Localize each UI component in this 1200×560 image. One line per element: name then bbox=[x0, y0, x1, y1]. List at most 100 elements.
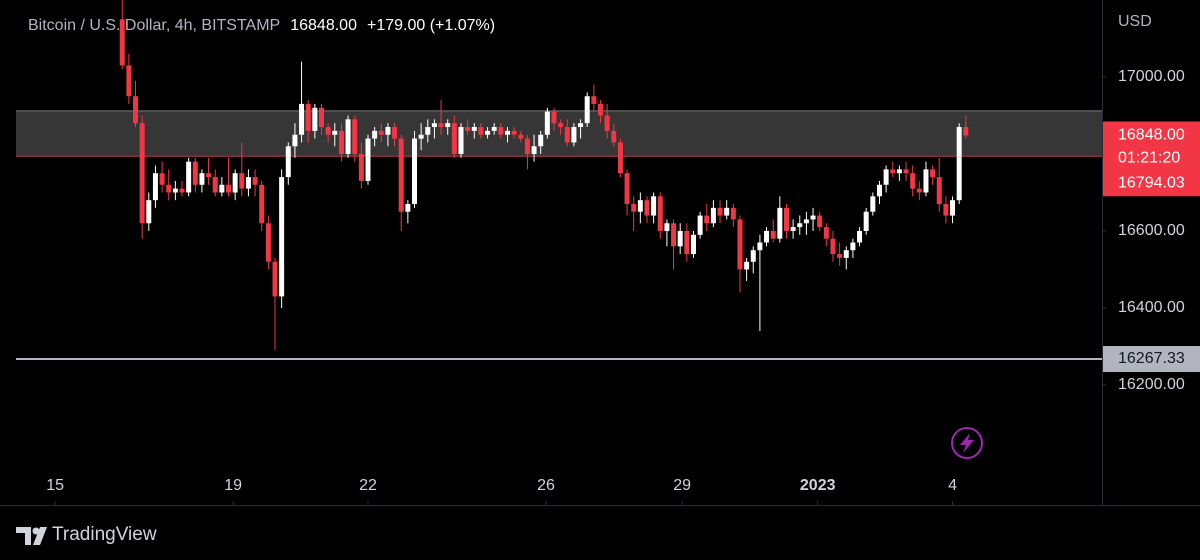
candle-body bbox=[923, 169, 929, 193]
alert-icon[interactable] bbox=[951, 427, 983, 459]
candle-body bbox=[358, 153, 364, 181]
candle-body bbox=[385, 127, 391, 135]
candle-body bbox=[730, 207, 736, 220]
level-label: 16267.33 bbox=[1118, 350, 1185, 367]
candle-body bbox=[219, 184, 225, 193]
candle-body bbox=[597, 103, 603, 116]
candle-body bbox=[564, 127, 570, 143]
candle-body bbox=[963, 127, 969, 136]
candle-body bbox=[245, 177, 251, 189]
candle-body bbox=[810, 215, 816, 220]
logo-dot bbox=[32, 527, 40, 535]
candle-body bbox=[312, 107, 318, 131]
candle-body bbox=[704, 215, 710, 224]
candle-body bbox=[637, 200, 643, 212]
candle-body bbox=[392, 127, 398, 139]
candle-body bbox=[870, 196, 876, 212]
candle-body bbox=[857, 230, 863, 243]
candle-body bbox=[717, 207, 723, 216]
candle-body bbox=[451, 123, 457, 154]
candle-body bbox=[916, 188, 922, 193]
candle-body bbox=[631, 204, 637, 212]
x-tick-label: 19 bbox=[224, 477, 242, 494]
candle-body bbox=[531, 146, 537, 154]
candle-body bbox=[166, 184, 172, 193]
brand-name: TradingView bbox=[52, 524, 157, 545]
header-change: +179.00 (+1.07%) bbox=[367, 17, 495, 34]
candle-body bbox=[690, 234, 696, 255]
candle-body bbox=[465, 127, 471, 131]
candle-body bbox=[710, 207, 716, 224]
alert-bolt[interactable] bbox=[960, 433, 974, 453]
candle-body bbox=[365, 138, 371, 181]
candle-body bbox=[411, 138, 417, 205]
candle-body bbox=[777, 207, 783, 239]
candle-body bbox=[485, 130, 491, 135]
candle-body bbox=[518, 134, 524, 139]
plot-area bbox=[16, 0, 1102, 361]
candle-body bbox=[405, 204, 411, 212]
candle-body bbox=[770, 230, 776, 239]
candle-body bbox=[232, 173, 238, 193]
candle-body bbox=[551, 111, 557, 124]
candle-body bbox=[345, 119, 351, 154]
candle-body bbox=[285, 146, 291, 178]
candle-body bbox=[119, 19, 125, 66]
candle-body bbox=[438, 123, 444, 128]
candle-body bbox=[896, 169, 902, 174]
candle-body bbox=[863, 211, 869, 231]
candle-body bbox=[279, 177, 285, 297]
candle-body bbox=[950, 200, 956, 216]
x-tick-label: 29 bbox=[673, 477, 691, 494]
axes: 16200.00 16400.00 16600.00 17000.00 15 19 22 26… bbox=[46, 68, 1200, 505]
candle-body bbox=[133, 96, 139, 124]
candle-body bbox=[750, 250, 756, 262]
x-tick-label: 22 bbox=[359, 477, 377, 494]
candle-body bbox=[651, 196, 657, 216]
candle-body bbox=[398, 138, 404, 212]
candle-body bbox=[199, 173, 205, 185]
chart-title: Bitcoin / U.S. Dollar, 4h, BITSTAMP bbox=[28, 17, 280, 34]
candle-body bbox=[192, 161, 198, 185]
candle-body bbox=[697, 215, 703, 235]
candle-body bbox=[611, 130, 617, 143]
candle-body bbox=[837, 254, 843, 258]
y-tick-label: 17000.00 bbox=[1118, 68, 1185, 85]
candle-body bbox=[239, 173, 245, 189]
candle-body bbox=[146, 200, 152, 224]
alert-ring[interactable] bbox=[951, 427, 983, 459]
countdown: 01:21:20 bbox=[1118, 150, 1180, 167]
x-tick-label: 26 bbox=[537, 477, 555, 494]
candle-body bbox=[378, 130, 384, 135]
candle-body bbox=[179, 188, 185, 193]
candle-body bbox=[797, 223, 803, 228]
last-price-label: 16848.00 bbox=[1118, 127, 1185, 144]
candle-body bbox=[724, 207, 730, 216]
candle-body bbox=[139, 123, 145, 224]
candle-body bbox=[292, 134, 298, 147]
candle-body bbox=[172, 188, 178, 193]
candle-body bbox=[850, 242, 856, 251]
candle-body bbox=[584, 96, 590, 124]
candle-body bbox=[790, 227, 796, 231]
candle-body bbox=[206, 173, 212, 178]
header-price: 16848.00 bbox=[290, 17, 357, 34]
candle-body bbox=[764, 230, 770, 243]
candle-body bbox=[604, 115, 610, 131]
candle-body bbox=[664, 223, 670, 231]
candle-body bbox=[883, 169, 889, 185]
candle-body bbox=[903, 169, 909, 174]
x-tick-label: 15 bbox=[46, 477, 64, 494]
logo-v bbox=[33, 527, 47, 545]
brand-logo bbox=[16, 527, 47, 545]
candle-body bbox=[226, 184, 232, 193]
candle-body bbox=[657, 196, 663, 231]
candle-body bbox=[930, 169, 936, 178]
candle-body bbox=[671, 223, 677, 247]
candle-body bbox=[578, 123, 584, 128]
candle-body bbox=[352, 119, 358, 154]
logo-t bbox=[16, 527, 31, 545]
candle-body bbox=[299, 103, 305, 135]
